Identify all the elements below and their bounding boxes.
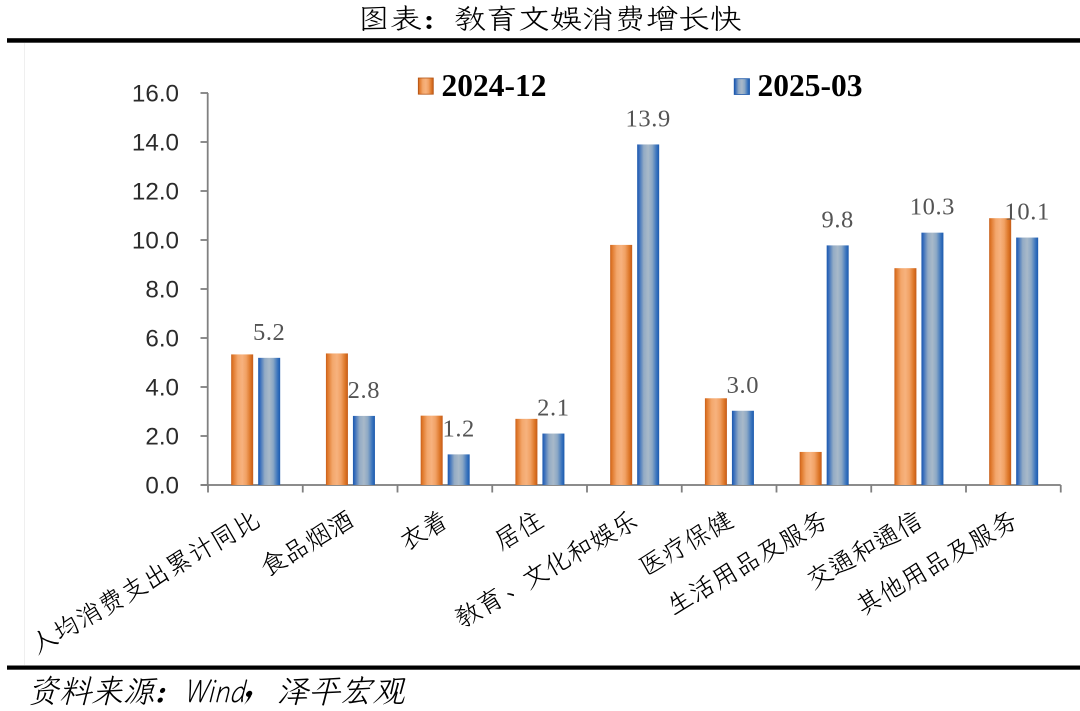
svg-text:8.0: 8.0: [145, 277, 179, 304]
svg-text:14.0: 14.0: [132, 130, 179, 157]
svg-text:12.0: 12.0: [132, 179, 179, 206]
svg-text:2024-12: 2024-12: [442, 68, 547, 103]
svg-text:0.0: 0.0: [145, 473, 179, 500]
svg-text:2025-03: 2025-03: [758, 68, 863, 103]
svg-text:10.3: 10.3: [910, 194, 955, 221]
svg-text:16.0: 16.0: [132, 81, 179, 108]
svg-text:5.2: 5.2: [253, 319, 285, 346]
svg-text:1.2: 1.2: [442, 415, 474, 442]
svg-text:3.0: 3.0: [727, 372, 759, 399]
svg-text:2.1: 2.1: [537, 395, 569, 422]
svg-text:6.0: 6.0: [145, 326, 179, 353]
svg-text:2.8: 2.8: [348, 377, 380, 404]
svg-text:9.8: 9.8: [821, 206, 853, 233]
svg-text:4.0: 4.0: [145, 375, 179, 402]
svg-text:10.1: 10.1: [1005, 199, 1050, 226]
svg-text:10.0: 10.0: [132, 228, 179, 255]
svg-text:2.0: 2.0: [145, 424, 179, 451]
svg-text:13.9: 13.9: [626, 105, 671, 132]
